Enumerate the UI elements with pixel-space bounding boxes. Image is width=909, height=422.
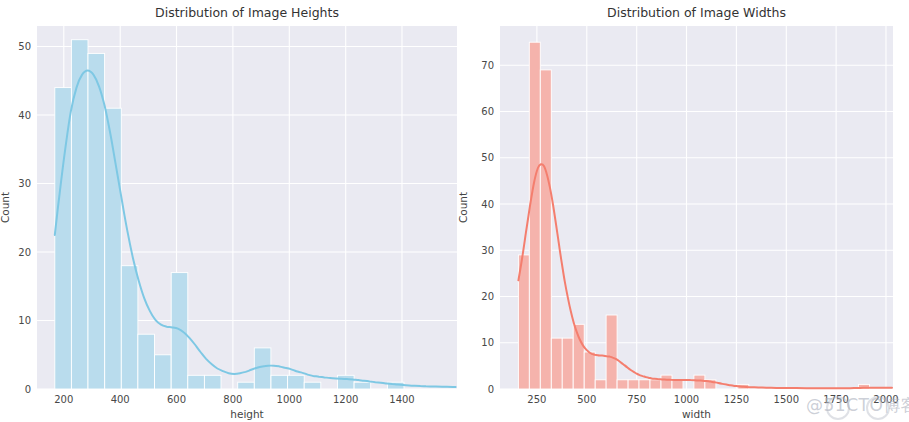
- y-tick-label: 0: [488, 384, 494, 395]
- watermark: @51CTO博客: [806, 394, 909, 417]
- y-tick-label: 70: [481, 60, 494, 71]
- x-tick-label: 1400: [389, 394, 414, 405]
- y-axis-label: Count: [0, 192, 11, 223]
- y-tick-label: 50: [481, 152, 494, 163]
- y-tick-label: 20: [481, 291, 494, 302]
- y-tick-label: 0: [25, 384, 31, 395]
- x-tick-label: 500: [577, 394, 596, 405]
- plot-panel: [500, 26, 893, 389]
- histogram-bar: [338, 375, 355, 389]
- y-tick-label: 40: [18, 110, 31, 121]
- y-tick-label: 40: [481, 199, 494, 210]
- histogram-bar: [155, 355, 172, 389]
- chart-widths: 2505007501000125015001750200001020304050…: [457, 5, 899, 420]
- x-tick-label: 1200: [333, 394, 358, 405]
- histogram-bar: [188, 375, 205, 389]
- x-tick-label: 800: [223, 394, 242, 405]
- histogram-bar: [354, 382, 371, 389]
- histogram-bar: [551, 338, 562, 389]
- histogram-bar: [617, 380, 628, 389]
- chart-title: Distribution of Image Widths: [607, 5, 786, 20]
- histogram-bar: [562, 338, 573, 389]
- histogram-bar: [238, 382, 255, 389]
- x-tick-label: 750: [627, 394, 646, 405]
- histogram-bar: [661, 375, 672, 389]
- x-tick-label: 1000: [674, 394, 699, 405]
- histogram-bar: [288, 375, 305, 389]
- histogram-bar: [628, 380, 639, 389]
- chart-heights: 200 400 600 800 1000 1200 1400 0 10 20 30 40 50 Distr…: [0, 5, 457, 420]
- histogram-bar: [595, 380, 606, 389]
- y-axis-label: Count: [457, 192, 469, 223]
- histogram-bar: [171, 273, 188, 389]
- histogram-bar: [88, 53, 105, 389]
- x-tick-label: 200: [54, 394, 73, 405]
- y-tick-label: 20: [18, 247, 31, 258]
- histogram-bar: [121, 266, 138, 389]
- histogram-bar: [672, 380, 683, 389]
- histogram-bar: [138, 334, 155, 389]
- x-tick-label: 400: [111, 394, 130, 405]
- histogram-bar: [540, 70, 551, 389]
- y-tick-label: 10: [18, 315, 31, 326]
- chart-title: Distribution of Image Heights: [155, 5, 339, 20]
- histogram-bar: [204, 375, 221, 389]
- x-axis-label: width: [682, 408, 711, 420]
- histogram-bar: [71, 40, 88, 389]
- histogram-bar: [55, 88, 72, 389]
- y-tick-label: 30: [18, 178, 31, 189]
- histogram-bar: [529, 42, 540, 389]
- x-axis-label: height: [230, 408, 263, 420]
- histogram-bar: [304, 382, 321, 389]
- x-tick-label: 600: [167, 394, 186, 405]
- histogram-bar: [694, 375, 705, 389]
- figure: 20040060080010001200140001020304050Distr…: [0, 0, 909, 422]
- x-tick-label: 1500: [774, 394, 799, 405]
- histogram-bar: [639, 380, 650, 389]
- histogram-bar: [271, 375, 288, 389]
- histogram-bar: [606, 315, 617, 389]
- y-tick-label: 10: [481, 337, 494, 348]
- histogram-bar: [650, 380, 661, 389]
- y-tick-label: 30: [481, 245, 494, 256]
- x-tick-label: 1250: [724, 394, 749, 405]
- x-tick-label: 250: [527, 394, 546, 405]
- histogram-bar: [573, 324, 584, 389]
- y-tick-label: 60: [481, 106, 494, 117]
- histogram-figure-canvas: 20040060080010001200140001020304050Distr…: [0, 0, 909, 422]
- histogram-bar: [584, 352, 595, 389]
- y-tick-label: 50: [18, 41, 31, 52]
- x-tick-label: 1000: [277, 394, 302, 405]
